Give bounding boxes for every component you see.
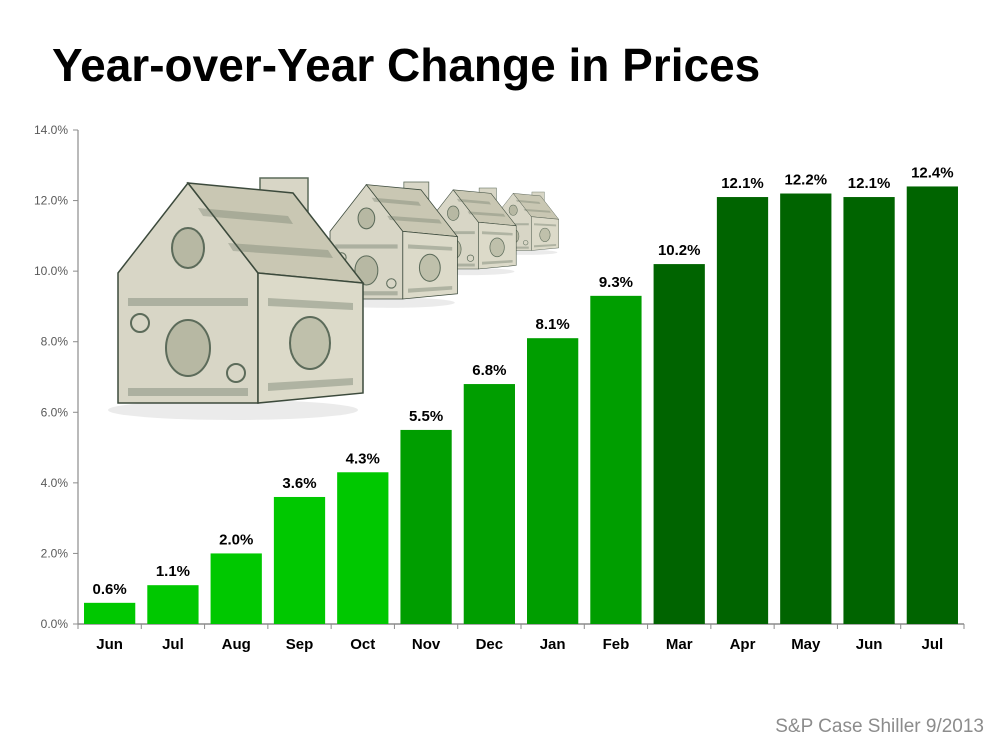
data-label: 5.5% <box>409 408 443 425</box>
data-label: 2.0% <box>219 531 253 548</box>
x-tick-label: Jun <box>96 636 123 653</box>
x-tick-label: Apr <box>730 636 756 653</box>
data-label: 10.2% <box>658 242 701 259</box>
data-label: 12.1% <box>848 175 891 192</box>
x-tick-label: Dec <box>476 636 504 653</box>
y-tick-label: 12.0% <box>34 194 68 208</box>
x-tick-label: Jan <box>540 636 566 653</box>
data-label: 12.1% <box>721 175 764 192</box>
bar <box>780 193 832 624</box>
data-label: 9.3% <box>599 274 633 291</box>
x-tick-label: Jul <box>162 636 184 653</box>
bar <box>716 197 769 625</box>
bar <box>906 186 958 624</box>
x-tick-label: Jun <box>856 636 883 653</box>
bar <box>147 585 199 624</box>
y-tick-label: 2.0% <box>41 546 69 560</box>
data-label: 6.8% <box>472 362 506 379</box>
x-tick-label: Oct <box>350 636 375 653</box>
x-tick-label: Mar <box>666 636 693 653</box>
y-tick-label: 8.0% <box>41 335 69 349</box>
data-label: 8.1% <box>536 316 570 333</box>
dollar-bill-houses-icon <box>108 177 560 420</box>
bar <box>210 553 262 624</box>
bar <box>653 264 705 624</box>
bar <box>590 295 642 624</box>
x-tick-label: May <box>791 636 821 653</box>
house-icon <box>108 177 365 420</box>
y-tick-label: 4.0% <box>41 476 69 490</box>
data-label: 12.4% <box>911 164 954 181</box>
data-label: 4.3% <box>346 450 380 467</box>
bar <box>273 496 326 624</box>
data-label: 12.2% <box>785 172 828 189</box>
bar <box>463 384 515 624</box>
y-tick-label: 14.0% <box>34 123 68 137</box>
bar-series <box>84 186 958 625</box>
bar <box>84 602 136 624</box>
bar <box>400 429 452 624</box>
data-label: 3.6% <box>282 475 316 492</box>
bar <box>527 338 579 624</box>
x-tick-label: Nov <box>412 636 441 653</box>
data-labels: 0.6% Jun 1.1% Jul 2.0% Aug 3.6% Sep 4.3% Oct 5.5% N… <box>93 164 954 653</box>
y-tick-label: 6.0% <box>41 405 69 419</box>
source-note: S&P Case Shiller 9/2013 <box>775 716 984 737</box>
y-tick-label: 0.0% <box>41 617 69 631</box>
x-tick-label: Jul <box>922 636 944 653</box>
y-tick-label: 10.0% <box>34 264 68 278</box>
x-tick-label: Sep <box>286 636 314 653</box>
chart-title: Year-over-Year Change in Prices <box>52 39 761 91</box>
x-tick-label: Feb <box>603 636 630 653</box>
bar <box>843 197 895 625</box>
data-label: 0.6% <box>93 581 127 598</box>
data-label: 1.1% <box>156 563 190 580</box>
bar <box>337 472 389 624</box>
x-tick-label: Aug <box>222 636 251 653</box>
